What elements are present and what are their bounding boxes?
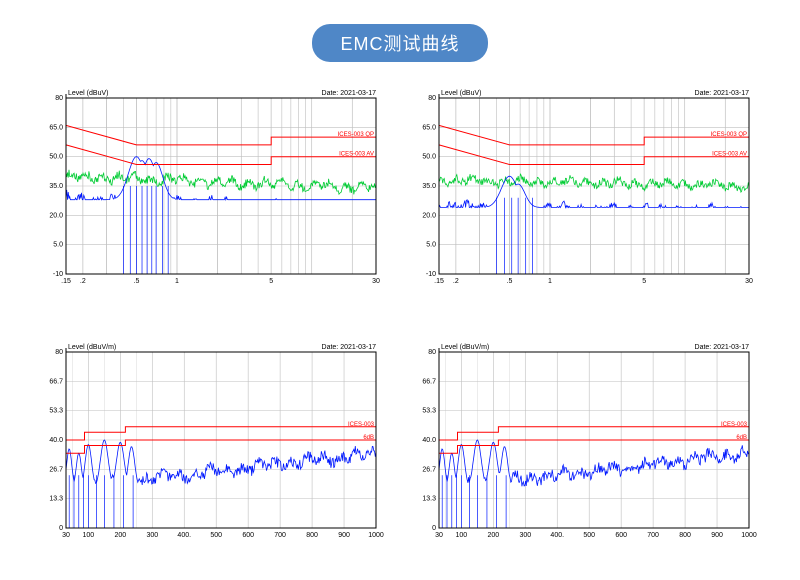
svg-text:300: 300 <box>146 532 158 539</box>
svg-text:400.: 400. <box>550 532 564 539</box>
svg-text:500: 500 <box>583 532 595 539</box>
svg-text:5: 5 <box>269 278 273 285</box>
page-title: EMC测试曲线 <box>312 24 488 62</box>
svg-text:Date: 2021-03-17: Date: 2021-03-17 <box>695 90 750 97</box>
svg-text:100: 100 <box>456 532 468 539</box>
svg-text:26.7: 26.7 <box>49 466 63 473</box>
svg-text:1000: 1000 <box>368 532 384 539</box>
svg-text:ICES-003 AV: ICES-003 AV <box>712 152 747 158</box>
svg-text:50.0: 50.0 <box>49 154 63 161</box>
svg-text:80: 80 <box>55 95 63 102</box>
svg-text:300: 300 <box>519 532 531 539</box>
svg-text:50.0: 50.0 <box>422 154 436 161</box>
svg-text:ICES-003: ICES-003 <box>348 422 375 428</box>
svg-text:66.7: 66.7 <box>422 378 436 385</box>
svg-text:Level (dBuV/m): Level (dBuV/m) <box>68 344 116 351</box>
svg-text:200: 200 <box>114 532 126 539</box>
svg-text:600: 600 <box>615 532 627 539</box>
svg-text:53.3: 53.3 <box>49 408 63 415</box>
svg-text:.2: .2 <box>453 278 459 285</box>
svg-text:80: 80 <box>55 349 63 356</box>
svg-text:.2: .2 <box>80 278 86 285</box>
svg-text:800: 800 <box>679 532 691 539</box>
svg-text:66.7: 66.7 <box>49 378 63 385</box>
svg-text:5.0: 5.0 <box>53 242 63 249</box>
svg-text:Level (dBuV): Level (dBuV) <box>68 90 108 97</box>
svg-text:Date: 2021-03-17: Date: 2021-03-17 <box>322 344 377 351</box>
chart-grid: ICES-003 QP ICES-003 AV -10 5.0 20.0 35.0 50.0… <box>36 84 764 548</box>
svg-text:700: 700 <box>274 532 286 539</box>
svg-text:Level (dBuV/m): Level (dBuV/m) <box>441 344 489 351</box>
svg-text:30: 30 <box>745 278 753 285</box>
chart-top-right: ICES-003 QP ICES-003 AV -10 5.0 20.0 35.0 50.0… <box>409 84 764 294</box>
svg-text:800: 800 <box>306 532 318 539</box>
svg-text:5.0: 5.0 <box>426 242 436 249</box>
svg-text:40.0: 40.0 <box>49 437 63 444</box>
chart-top-left: ICES-003 QP ICES-003 AV -10 5.0 20.0 35.0 50.0… <box>36 84 391 294</box>
svg-text:Level (dBuV): Level (dBuV) <box>441 90 481 97</box>
svg-text:.15: .15 <box>61 278 71 285</box>
svg-text:1: 1 <box>548 278 552 285</box>
svg-text:-10: -10 <box>53 271 63 278</box>
svg-text:ICES-003 QP: ICES-003 QP <box>338 132 374 138</box>
svg-text:500: 500 <box>210 532 222 539</box>
svg-text:400.: 400. <box>177 532 191 539</box>
svg-text:900: 900 <box>711 532 723 539</box>
svg-text:80: 80 <box>428 349 436 356</box>
chart-bottom-right: ICES-003 6dB 0 13.3 26.7 40.0 53.3 66.7 80 30 100 2… <box>409 338 764 548</box>
svg-text:5: 5 <box>642 278 646 285</box>
svg-text:600: 600 <box>242 532 254 539</box>
svg-text:20.0: 20.0 <box>49 212 63 219</box>
svg-text:Date: 2021-03-17: Date: 2021-03-17 <box>322 90 377 97</box>
svg-text:ICES-003 QP: ICES-003 QP <box>711 132 747 138</box>
chart-bottom-left: ICES-003 6dB 0 13.3 26.7 40.0 53.3 66.7 80 30 100 2… <box>36 338 391 548</box>
svg-text:.15: .15 <box>434 278 444 285</box>
svg-text:.5: .5 <box>134 278 140 285</box>
svg-text:700: 700 <box>647 532 659 539</box>
svg-text:0: 0 <box>432 525 436 532</box>
svg-text:65.0: 65.0 <box>49 124 63 131</box>
svg-text:-10: -10 <box>426 271 436 278</box>
svg-text:65.0: 65.0 <box>422 124 436 131</box>
svg-text:0: 0 <box>59 525 63 532</box>
svg-text:40.0: 40.0 <box>422 437 436 444</box>
svg-text:30: 30 <box>62 532 70 539</box>
svg-text:80: 80 <box>428 95 436 102</box>
svg-text:20.0: 20.0 <box>422 212 436 219</box>
svg-text:13.3: 13.3 <box>49 496 63 503</box>
svg-text:1000: 1000 <box>741 532 757 539</box>
svg-text:6dB: 6dB <box>736 435 747 441</box>
svg-text:26.7: 26.7 <box>422 466 436 473</box>
svg-text:200: 200 <box>487 532 499 539</box>
svg-text:ICES-003 AV: ICES-003 AV <box>339 152 374 158</box>
svg-text:13.3: 13.3 <box>422 496 436 503</box>
svg-text:ICES-003: ICES-003 <box>721 422 748 428</box>
svg-text:Date: 2021-03-17: Date: 2021-03-17 <box>695 344 750 351</box>
svg-text:53.3: 53.3 <box>422 408 436 415</box>
svg-text:900: 900 <box>338 532 350 539</box>
svg-text:35.0: 35.0 <box>422 183 436 190</box>
svg-text:35.0: 35.0 <box>49 183 63 190</box>
svg-text:.5: .5 <box>507 278 513 285</box>
svg-text:1: 1 <box>175 278 179 285</box>
svg-text:30: 30 <box>372 278 380 285</box>
svg-text:100: 100 <box>83 532 95 539</box>
svg-text:30: 30 <box>435 532 443 539</box>
svg-text:6dB: 6dB <box>363 435 374 441</box>
